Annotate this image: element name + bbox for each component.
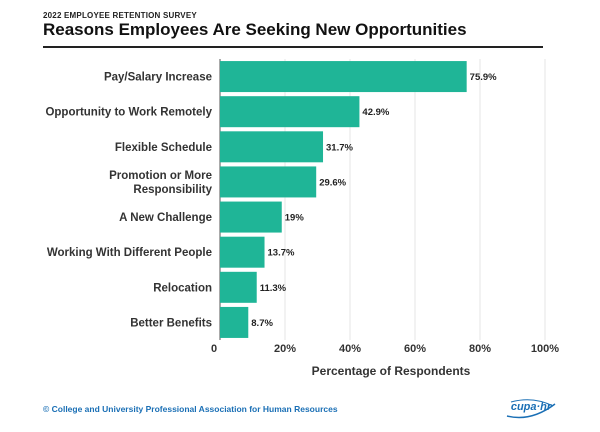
logo-swoosh-icon — [506, 399, 556, 419]
data-label: 31.7% — [326, 142, 353, 153]
bar — [220, 201, 282, 233]
category-label: Responsibility — [133, 184, 212, 196]
data-label: 11.3% — [260, 283, 287, 294]
category-label: Flexible Schedule — [115, 142, 212, 154]
bar — [220, 271, 257, 303]
x-tick-label: 20% — [274, 343, 296, 355]
x-tick-label: 40% — [339, 343, 361, 355]
bar — [220, 131, 324, 163]
x-tick-label: 80% — [469, 343, 491, 355]
category-label: Better Benefits — [130, 317, 212, 329]
x-tick-label: 0 — [211, 343, 217, 355]
x-axis-title: Percentage of Respondents — [312, 364, 471, 378]
data-label: 75.9% — [470, 72, 497, 83]
category-label: A New Challenge — [119, 212, 212, 224]
survey-label: 2022 EMPLOYEE RETENTION SURVEY — [43, 11, 197, 20]
title-divider — [43, 46, 543, 48]
data-label: 13.7% — [268, 248, 295, 259]
bar — [220, 96, 360, 128]
data-label: 42.9% — [362, 107, 389, 118]
category-label: Opportunity to Work Remotely — [45, 107, 212, 119]
category-label: Working With Different People — [47, 247, 212, 259]
bar — [220, 166, 317, 198]
chart-title: Reasons Employees Are Seeking New Opport… — [43, 20, 467, 39]
category-label: Promotion or More — [109, 170, 212, 182]
copyright-text: © College and University Professional As… — [43, 404, 338, 414]
category-label: Relocation — [153, 282, 212, 294]
cupahr-logo[interactable]: cupa·hr — [503, 398, 559, 420]
bar — [220, 306, 249, 338]
data-label: 8.7% — [251, 318, 273, 329]
x-tick-label: 60% — [404, 343, 426, 355]
bar — [220, 61, 467, 93]
data-label: 19% — [285, 213, 305, 224]
logo-text: cupa·hr — [510, 401, 552, 413]
bar — [220, 236, 265, 268]
x-tick-label: 100% — [531, 343, 559, 355]
category-label: Pay/Salary Increase — [104, 72, 212, 84]
data-label: 29.6% — [319, 177, 346, 188]
